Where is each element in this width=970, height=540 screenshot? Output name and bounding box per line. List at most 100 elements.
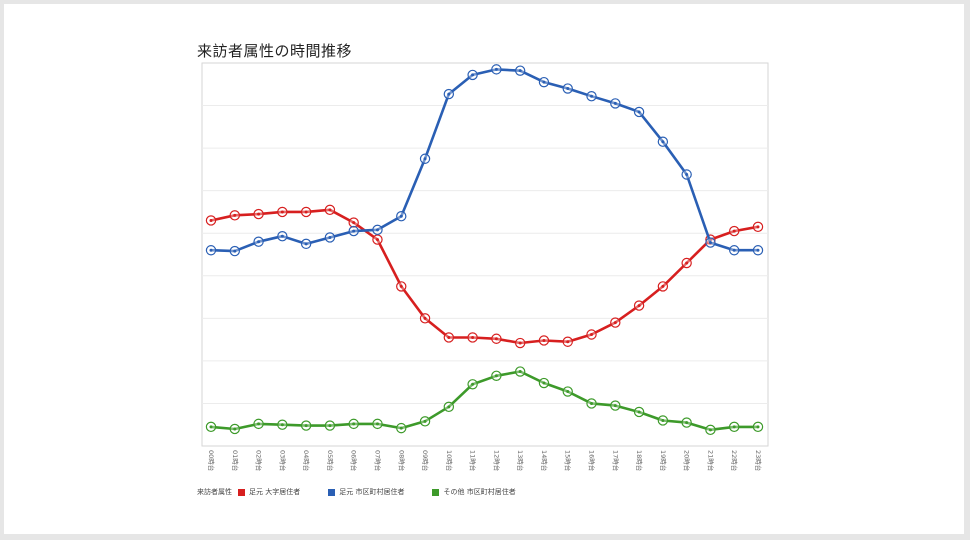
legend-label: その他 市区町村居住者 xyxy=(443,488,516,496)
data-point-center xyxy=(423,157,427,161)
x-tick-label: 17時台 xyxy=(611,450,620,471)
data-point-center xyxy=(280,423,284,427)
data-point-center xyxy=(637,110,641,114)
data-point-center xyxy=(304,242,308,246)
x-tick-label: 15時台 xyxy=(564,450,573,471)
data-point-center xyxy=(661,418,665,422)
x-tick-label: 04時台 xyxy=(302,450,311,471)
legend-swatch xyxy=(238,488,245,496)
data-point-center xyxy=(542,381,546,385)
data-point-center xyxy=(328,208,332,212)
x-tick-label: 10時台 xyxy=(445,450,454,471)
legend-title: 来訪者属性 xyxy=(197,488,232,496)
data-point-center xyxy=(375,238,379,242)
data-point-center xyxy=(233,427,237,431)
data-point-center xyxy=(756,248,760,252)
data-point-center xyxy=(352,229,356,233)
data-point-center xyxy=(685,261,689,265)
chart-title: 来訪者属性の時間推移 xyxy=(197,42,353,60)
x-tick-label: 11時台 xyxy=(469,450,478,471)
data-point-center xyxy=(661,140,665,144)
data-point-center xyxy=(708,428,712,432)
data-point-center xyxy=(352,221,356,225)
data-point-center xyxy=(304,424,308,428)
data-point-center xyxy=(399,214,403,218)
data-point-center xyxy=(756,225,760,229)
data-point-center xyxy=(447,405,451,409)
data-point-center xyxy=(257,240,261,244)
x-tick-label: 16時台 xyxy=(588,450,597,471)
x-tick-label: 21時台 xyxy=(706,450,715,471)
data-point-center xyxy=(375,228,379,232)
data-point-center xyxy=(613,321,617,325)
legend-label: 足元 市区町村居住者 xyxy=(339,488,405,496)
x-tick-label: 18時台 xyxy=(635,450,644,471)
legend-item-local-oaza[interactable]: 足元 大字居住者 xyxy=(238,487,300,497)
data-point-center xyxy=(566,87,570,91)
data-point-center xyxy=(209,248,213,252)
data-point-center xyxy=(566,340,570,344)
data-point-center xyxy=(732,229,736,233)
x-tick-label: 14時台 xyxy=(540,450,549,471)
data-point-center xyxy=(352,422,356,426)
legend: 来訪者属性 足元 大字居住者 足元 市区町村居住者 その他 市区町村居住者 xyxy=(197,486,544,498)
data-point-center xyxy=(613,404,617,408)
data-point-center xyxy=(209,218,213,222)
series-line xyxy=(210,208,759,345)
x-axis-tick-labels: 00時台 01時台 02時台 03時台 04時台 05時台 06時台 07時台 08時台 09時台… xyxy=(207,450,763,471)
data-point-center xyxy=(542,338,546,342)
data-point-center xyxy=(494,337,498,341)
x-tick-label: 02時台 xyxy=(255,450,264,471)
data-point-center xyxy=(542,80,546,84)
data-point-center xyxy=(756,425,760,429)
data-point-center xyxy=(471,73,475,77)
plot-area-border xyxy=(201,62,769,447)
data-point-center xyxy=(637,304,641,308)
data-point-center xyxy=(566,390,570,394)
data-point-center xyxy=(708,241,712,245)
x-tick-label: 08時台 xyxy=(397,450,406,471)
data-point-center xyxy=(328,235,332,239)
data-point-center xyxy=(280,234,284,238)
x-tick-label: 03時台 xyxy=(278,450,287,471)
x-tick-label: 05時台 xyxy=(326,450,335,471)
legend-item-other-municipality[interactable]: その他 市区町村居住者 xyxy=(432,487,516,497)
data-point-center xyxy=(732,248,736,252)
data-point-center xyxy=(590,333,594,337)
data-point-center xyxy=(257,422,261,426)
x-tick-label: 06時台 xyxy=(350,450,359,471)
data-point-center xyxy=(423,316,427,320)
data-point-center xyxy=(732,425,736,429)
x-tick-label: 23時台 xyxy=(754,450,763,471)
data-point-center xyxy=(518,370,522,374)
legend-label: 足元 大字居住者 xyxy=(249,488,301,496)
legend-swatch xyxy=(432,488,440,496)
data-point-center xyxy=(304,210,308,214)
data-point-center xyxy=(494,67,498,71)
data-point-center xyxy=(518,69,522,73)
series-lines xyxy=(205,64,764,436)
x-tick-label: 12時台 xyxy=(492,450,501,471)
series-2 xyxy=(205,366,764,436)
data-point-center xyxy=(328,424,332,428)
data-point-center xyxy=(494,374,498,378)
data-point-center xyxy=(447,92,451,96)
x-tick-label: 09時台 xyxy=(421,450,430,471)
x-tick-label: 00時台 xyxy=(207,450,216,471)
series-line xyxy=(210,370,758,432)
data-point-center xyxy=(209,425,213,429)
data-point-center xyxy=(590,401,594,405)
data-point-center xyxy=(518,341,522,345)
legend-swatch xyxy=(328,488,336,496)
data-point-center xyxy=(233,213,237,217)
data-point-center xyxy=(661,284,665,288)
data-point-center xyxy=(471,382,475,386)
series-line xyxy=(210,68,758,253)
legend-item-local-municipality[interactable]: 足元 市区町村居住者 xyxy=(328,487,404,497)
data-point-center xyxy=(447,335,451,339)
data-point-center xyxy=(257,212,261,216)
data-point-center xyxy=(613,101,617,105)
data-point-center xyxy=(471,335,475,339)
gridlines xyxy=(202,105,768,404)
